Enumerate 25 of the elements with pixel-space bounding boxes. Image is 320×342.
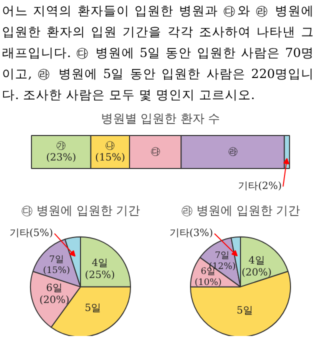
data-label: (20%) <box>242 268 272 279</box>
chart-title: ㉰ 병원에 입원한 기간 <box>20 204 140 218</box>
slice-label: 7일 <box>214 250 230 261</box>
slice-label: 기타(5%) <box>9 228 54 240</box>
text: 기타(2%) <box>238 181 282 192</box>
data-label: (25%) <box>84 270 116 282</box>
chart-title: 병원별 입원한 환자 수 <box>100 112 220 126</box>
slice-label: 5일 <box>236 305 253 316</box>
series-label: ㉯ <box>105 140 116 152</box>
data-label: (10%) <box>194 278 222 288</box>
slice-label: 4일 <box>92 258 108 270</box>
data-label: (15%) <box>42 266 70 276</box>
text: 어느 지역의 환자들이 입원한 병원과 ㉰와 ㉱ 병원에 입원한 환자의 입원 기간을 각각 조사하여 나타낸 그래프입니다. ㉰ 병원에 5일 동안 입원한 사람은 70명이고, ㉱ 병원에 5일 동안 입원한 사람은 220명입니다. 조사한 사람은 모두 몇 명인지 고르시오. <box>2 2 314 104</box>
slice-label: 6일 <box>46 282 63 294</box>
series-label: ㉰ <box>150 146 160 158</box>
data-label: (23%) <box>46 152 76 164</box>
series-label: ㉮ <box>56 140 66 152</box>
slice-label: 기타(3%) <box>169 228 214 240</box>
slice-label: 5일 <box>84 303 102 314</box>
slice-label: 4일 <box>248 256 265 267</box>
series-label: ㉱ <box>228 146 238 158</box>
data-label: (20%) <box>39 294 70 306</box>
slice-label: 7일 <box>49 254 64 265</box>
chart-title: ㉱ 병원에 입원한 기간 <box>180 204 300 218</box>
data-label: (15%) <box>95 152 126 164</box>
